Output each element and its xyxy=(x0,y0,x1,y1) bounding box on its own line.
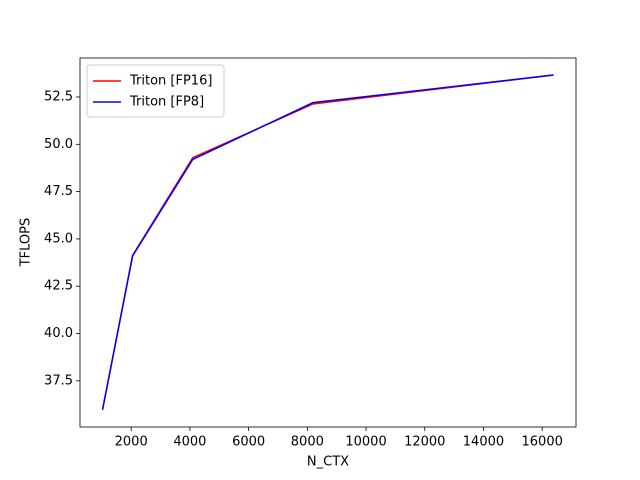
y-tick-label: 37.5 xyxy=(44,373,73,388)
x-tick-label: 12000 xyxy=(404,435,445,450)
y-tick-label: 52.5 xyxy=(44,89,73,104)
legend-box xyxy=(86,64,225,118)
y-tick-label: 47.5 xyxy=(44,184,73,199)
series-line xyxy=(101,74,554,410)
x-tick-label: 6000 xyxy=(232,435,265,450)
x-tick-label: 4000 xyxy=(173,435,206,450)
x-tick-label: 14000 xyxy=(463,435,504,450)
x-tick-label: 2000 xyxy=(115,435,148,450)
axes-frame xyxy=(79,57,577,428)
x-tick-label: 16000 xyxy=(522,435,563,450)
x-tick-label: 10000 xyxy=(345,435,386,450)
x-tick-label: 8000 xyxy=(291,435,324,450)
y-tick-label: 40.0 xyxy=(44,326,73,341)
y-tick-label: 50.0 xyxy=(44,137,73,152)
x-axis-label: N_CTX xyxy=(307,455,349,470)
y-tick-label: 42.5 xyxy=(44,279,73,294)
series-line xyxy=(101,74,554,410)
legend-label: Triton [FP8] xyxy=(129,95,204,110)
legend-label: Triton [FP16] xyxy=(129,74,212,89)
y-axis-label: TFLOPS xyxy=(19,218,34,268)
y-tick-label: 45.0 xyxy=(44,231,73,246)
